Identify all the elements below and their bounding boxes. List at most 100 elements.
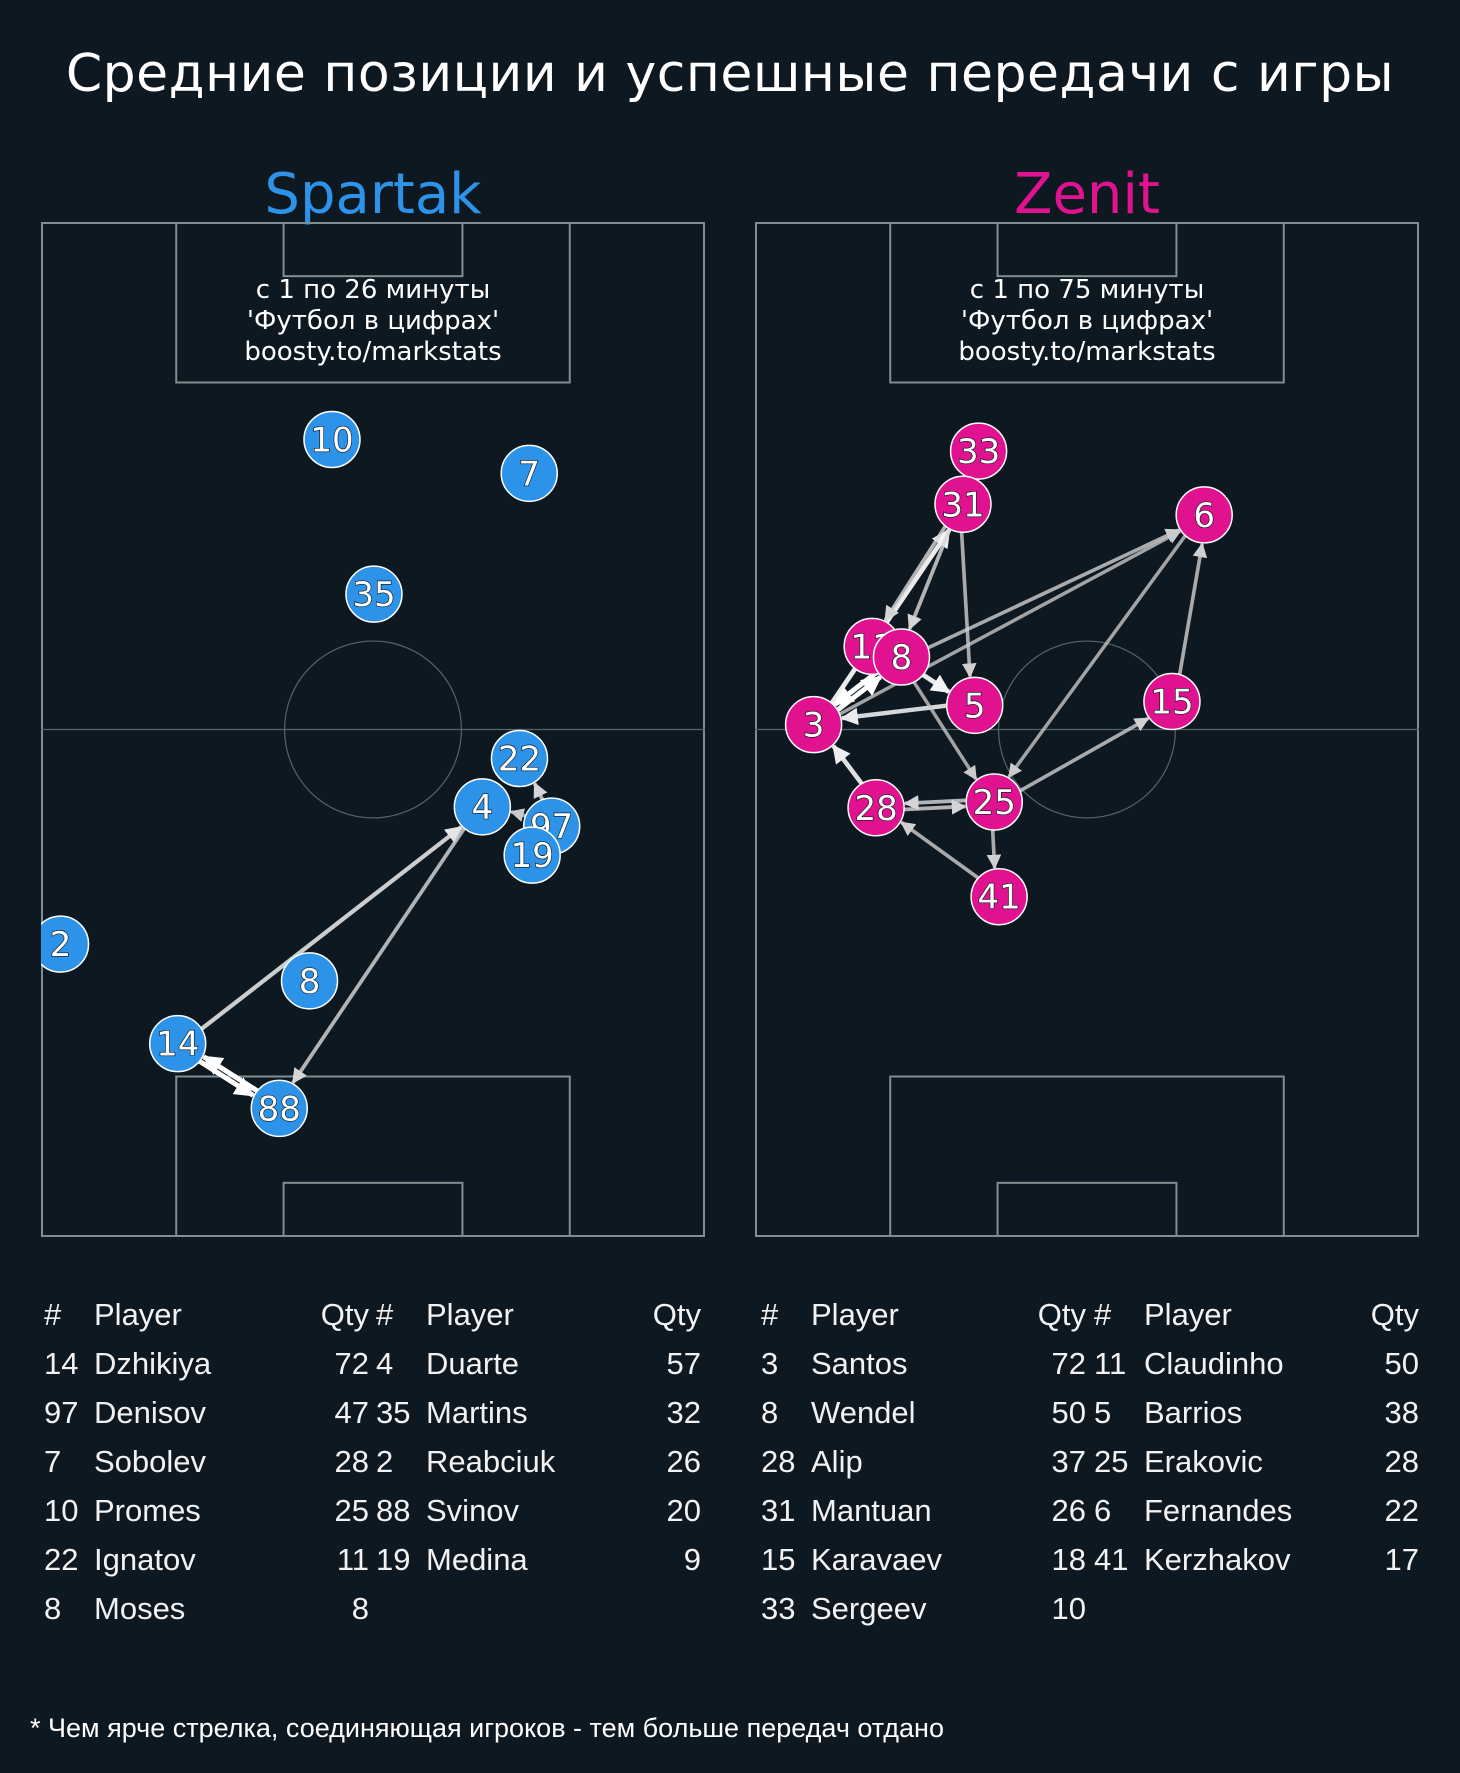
player-number: 3 (761, 1345, 779, 1381)
player-node-8: 8 (280, 952, 339, 1010)
player-node-8: 8 (872, 628, 931, 686)
player-number: 35 (376, 1394, 411, 1430)
player-name: Barrios (1144, 1394, 1243, 1430)
pass-arrow-8-to-5 (921, 672, 951, 694)
footnote: * Чем ярче стрелка, соединяющая игроков … (30, 1713, 944, 1743)
pitch-markings (755, 222, 1419, 1237)
pass-qty: 25 (334, 1492, 369, 1528)
table-row: 11 Claudinho 50 (1094, 1339, 1419, 1388)
pass-qty: 37 (1051, 1443, 1086, 1479)
pass-qty: 11 (336, 1541, 369, 1577)
player-node-33: 33 (949, 422, 1008, 480)
player-node-41: 41 (970, 867, 1028, 926)
penalty-box-bottom (175, 1075, 571, 1237)
player-marker (148, 1014, 207, 1073)
player-node-88: 88 (250, 1079, 309, 1138)
table-row: 41 Kerzhakov 17 (1094, 1535, 1419, 1584)
player-name: Moses (94, 1590, 186, 1626)
pass-qty: 22 (1384, 1492, 1419, 1528)
pitch-markings (41, 222, 705, 1237)
table-row: 8 Moses 8 (44, 1584, 369, 1633)
player-number: 11 (1094, 1345, 1127, 1381)
player-name: Fernandes (1144, 1492, 1293, 1528)
player-marker (784, 695, 843, 754)
column-header: # (44, 1296, 62, 1332)
player-node-14: 14 (148, 1014, 207, 1073)
player-name: Reabciuk (426, 1443, 556, 1479)
pass-qty: 47 (334, 1394, 369, 1430)
player-number: 22 (44, 1541, 79, 1577)
pass-arrow-8-to-25 (912, 680, 978, 781)
pitch-spartak: с 1 по 26 минуты'Футбол в цифрах'boosty.… (41, 222, 705, 1237)
player-number-label: 8 (299, 962, 321, 1002)
pass-arrow-28-to-25 (903, 799, 967, 815)
roster-header: # Player Qty (44, 1290, 369, 1339)
column-header: # (761, 1296, 779, 1332)
player-name: Erakovic (1144, 1443, 1263, 1479)
player-number: 14 (44, 1345, 79, 1381)
table-row: 7 Sobolev 28 (44, 1437, 369, 1486)
player-name: Denisov (94, 1394, 206, 1430)
roster-spartak-right: # Player Qty 4 Duarte 57 35 Martins 32 2 Reabciuk 2… (376, 1290, 701, 1584)
player-name: Wendel (811, 1394, 916, 1430)
player-number-label: 41 (977, 878, 1020, 918)
player-number: 33 (761, 1590, 796, 1626)
column-header: Qty (320, 1296, 369, 1332)
column-header: Player (94, 1296, 182, 1332)
player-marker (303, 410, 361, 469)
player-name: Mantuan (811, 1492, 932, 1528)
column-header: Qty (1370, 1296, 1419, 1332)
player-name: Santos (811, 1345, 908, 1381)
player-node-19: 19 (503, 826, 561, 884)
table-row: 25 Erakovic 28 (1094, 1437, 1419, 1486)
player-marker (1143, 672, 1201, 731)
table-row: 97 Denisov 47 (44, 1388, 369, 1437)
pass-arrow-28-to-3 (831, 744, 865, 786)
player-name: Kerzhakov (1144, 1541, 1291, 1577)
pass-arrow-97-to-22 (532, 782, 548, 802)
player-number-label: 31 (941, 485, 984, 525)
player-number-label: 3 (803, 706, 825, 746)
player-number-label: 7 (518, 454, 540, 494)
column-header: # (376, 1296, 394, 1332)
table-row: 3 Santos 72 (761, 1339, 1086, 1388)
player-node-3: 3 (784, 695, 843, 754)
player-name: Alip (811, 1443, 863, 1479)
pass-arrow-31-to-8 (907, 527, 952, 631)
player-node-31: 31 (934, 475, 992, 534)
table-row: 22 Ignatov 11 (44, 1535, 369, 1584)
player-number-label: 19 (511, 836, 554, 876)
goal-box-top (282, 222, 464, 278)
player-node-4: 4 (453, 778, 512, 836)
player-name: Martins (426, 1394, 528, 1430)
pitch-note: 'Футбол в цифрах' (961, 306, 1213, 336)
pass-arrow-25-to-41 (986, 829, 1002, 870)
pass-qty: 72 (334, 1345, 369, 1381)
pass-qty: 9 (683, 1541, 701, 1577)
column-header: Qty (652, 1296, 701, 1332)
goal-box-bottom (996, 1181, 1178, 1237)
pass-arrow-4-to-88 (291, 826, 467, 1084)
pass-qty: 72 (1051, 1345, 1086, 1381)
player-number-label: 10 (310, 421, 353, 461)
column-header: Player (426, 1296, 514, 1332)
player-name: Sergeev (811, 1590, 927, 1626)
player-node-7: 7 (500, 444, 558, 503)
player-number-label: 28 (854, 789, 897, 829)
pass-qty: 32 (666, 1394, 701, 1430)
team-title-zenit: Zenit (1014, 162, 1160, 227)
player-number-label: 88 (258, 1089, 301, 1129)
pass-qty: 26 (666, 1443, 701, 1479)
player-node-25: 25 (965, 773, 1023, 831)
pass-arrow-88-to-14 (202, 1054, 260, 1094)
roster-header: # Player Qty (376, 1290, 701, 1339)
roster-zenit-right: # Player Qty 11 Claudinho 50 5 Barrios 38 25 Erako… (1094, 1290, 1419, 1584)
pass-arrow-14-to-88 (197, 1058, 255, 1098)
pitch-note: boosty.to/markstats (244, 337, 501, 367)
table-row: 35 Martins 32 (376, 1388, 701, 1437)
player-marker (945, 676, 1004, 735)
pass-qty: 50 (1051, 1394, 1086, 1430)
roster-zenit-left: # Player Qty 3 Santos 72 8 Wendel 50 28 Alip 37 31 Ma… (761, 1290, 1086, 1633)
